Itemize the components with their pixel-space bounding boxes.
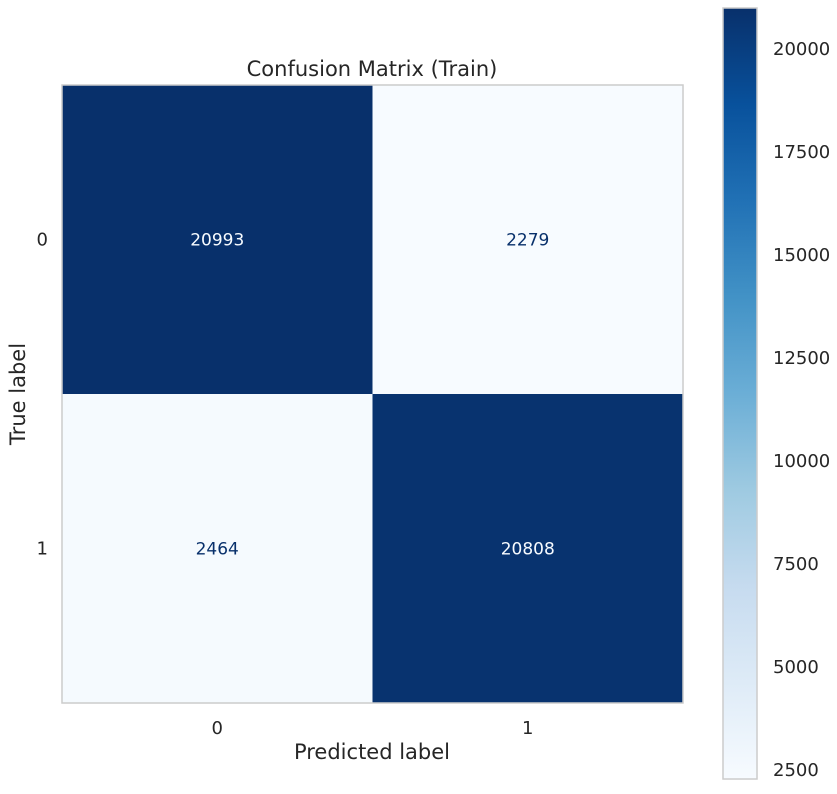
colorbar-tick-label: 17500 [773,142,830,163]
colorbar-tick-label: 5000 [773,657,819,678]
colorbar-tick-label: 20000 [773,39,830,60]
colorbar-tick-label: 12500 [773,348,830,369]
y-tick-label: 0 [37,230,48,251]
colorbar-tick-label: 2500 [773,760,819,781]
colorbar-tick-label: 15000 [773,245,830,266]
matrix-cell [62,394,373,704]
matrix-cells [62,85,684,704]
y-tick-labels: 01 [37,230,48,560]
colorbar-tick-label: 10000 [773,451,830,472]
x-tick-label: 0 [212,718,223,739]
x-tick-label: 1 [522,718,533,739]
chart-title: Confusion Matrix (Train) [247,57,498,81]
cell-value-label: 20808 [501,540,555,560]
colorbar-tick-label: 7500 [773,554,819,575]
colorbar [722,7,758,780]
matrix-cell-labels: 20993 2279 2464 20808 [190,231,555,560]
colorbar-tick-labels: 2500 5000 7500 10000 12500 15000 17500 20000 [773,39,830,781]
y-tick-label: 1 [37,539,48,560]
x-axis-label: Predicted label [294,740,450,764]
matrix-cell [372,394,684,704]
cell-value-label: 2464 [196,540,239,560]
matrix-cell [372,85,684,395]
y-axis-label: True label [6,343,30,446]
cell-value-label: 2279 [506,231,549,251]
plot-frame [61,84,684,704]
cell-value-label: 20993 [190,231,244,251]
matrix-cell [62,85,373,395]
